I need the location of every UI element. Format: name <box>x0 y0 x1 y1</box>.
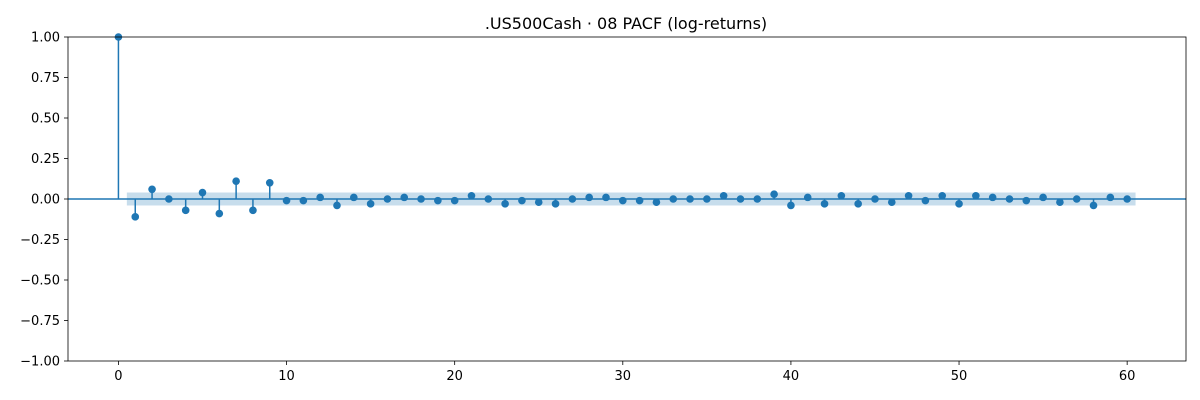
marker-lag-26 <box>551 200 560 208</box>
marker-lag-37 <box>736 195 745 203</box>
marker-lag-32 <box>652 198 661 207</box>
marker-lag-6 <box>215 209 224 218</box>
x-tick-label-30: 30 <box>615 369 632 384</box>
marker-lag-30 <box>618 196 627 205</box>
marker-lag-60 <box>1123 195 1131 203</box>
y-tick-label-0: −1.00 <box>20 355 60 370</box>
marker-lag-48 <box>921 196 930 205</box>
marker-lag-9 <box>265 179 274 187</box>
marker-lag-38 <box>753 195 762 203</box>
y-tick-label-8: 1.00 <box>31 31 60 46</box>
marker-lag-40 <box>787 201 795 210</box>
marker-lag-45 <box>871 195 879 203</box>
marker-lag-11 <box>299 196 308 205</box>
marker-lag-15 <box>366 200 375 208</box>
marker-lag-33 <box>669 195 678 203</box>
y-tick-label-2: −0.50 <box>20 274 60 289</box>
marker-lag-23 <box>501 200 509 208</box>
marker-lag-43 <box>837 191 846 200</box>
marker-lag-44 <box>854 200 862 208</box>
marker-lag-17 <box>400 193 409 202</box>
marker-lag-41 <box>803 193 812 202</box>
marker-lag-52 <box>988 193 997 202</box>
y-axis-ticks: −1.00 −0.75 −0.50 −0.25 0.00 0.25 0.50 0.75 1.00 <box>20 31 68 370</box>
marker-lag-25 <box>534 198 543 207</box>
marker-lag-29 <box>602 193 610 202</box>
marker-lag-54 <box>1022 196 1031 205</box>
marker-lag-39 <box>770 190 778 198</box>
x-tick-label-10: 10 <box>278 369 295 384</box>
marker-layer <box>114 33 1131 221</box>
marker-lag-8 <box>249 206 257 215</box>
marker-lag-18 <box>417 195 425 203</box>
marker-lag-21 <box>467 191 476 200</box>
x-tick-label-20: 20 <box>446 369 463 384</box>
y-tick-label-3: −0.25 <box>20 233 60 248</box>
marker-lag-56 <box>1056 198 1064 207</box>
x-tick-label-0: 0 <box>114 369 122 384</box>
marker-lag-28 <box>585 193 593 202</box>
marker-lag-2 <box>148 185 156 194</box>
marker-lag-19 <box>434 196 442 205</box>
x-axis-ticks: 0 10 20 30 40 50 60 <box>114 361 1135 384</box>
marker-lag-14 <box>350 193 358 202</box>
y-tick-label-4: 0.00 <box>31 193 60 208</box>
marker-lag-55 <box>1039 193 1047 202</box>
marker-lag-46 <box>887 198 896 207</box>
stem-layer <box>117 37 1112 217</box>
marker-lag-3 <box>165 195 173 203</box>
marker-lag-35 <box>703 195 711 203</box>
marker-lag-5 <box>198 188 207 197</box>
x-tick-label-40: 40 <box>783 369 800 384</box>
y-tick-label-7: 0.75 <box>31 71 60 86</box>
x-tick-label-60: 60 <box>1119 369 1136 384</box>
marker-lag-59 <box>1106 193 1115 202</box>
y-tick-label-1: −0.75 <box>20 314 60 329</box>
marker-lag-36 <box>719 191 728 200</box>
marker-lag-42 <box>820 200 829 208</box>
marker-lag-13 <box>333 201 341 210</box>
marker-lag-47 <box>904 191 913 200</box>
x-tick-label-50: 50 <box>951 369 968 384</box>
marker-lag-22 <box>484 195 493 203</box>
marker-lag-4 <box>181 206 190 215</box>
y-tick-label-5: 0.25 <box>31 152 60 167</box>
marker-lag-27 <box>568 195 577 203</box>
marker-lag-1 <box>131 213 140 221</box>
marker-lag-34 <box>686 195 694 203</box>
marker-lag-31 <box>635 196 644 205</box>
marker-lag-51 <box>972 191 980 200</box>
marker-lag-12 <box>316 193 324 202</box>
marker-lag-53 <box>1005 195 1014 203</box>
marker-lag-7 <box>232 177 240 185</box>
marker-lag-58 <box>1089 201 1098 210</box>
marker-lag-20 <box>450 196 459 205</box>
marker-lag-57 <box>1072 195 1081 203</box>
marker-lag-16 <box>383 195 392 203</box>
marker-lag-24 <box>518 196 526 205</box>
marker-lag-50 <box>955 200 963 208</box>
marker-lag-10 <box>282 196 291 205</box>
marker-lag-49 <box>938 191 947 200</box>
chart-title: .US500Cash · 08 PACF (log-returns) <box>485 14 767 33</box>
y-tick-label-6: 0.50 <box>31 112 60 127</box>
